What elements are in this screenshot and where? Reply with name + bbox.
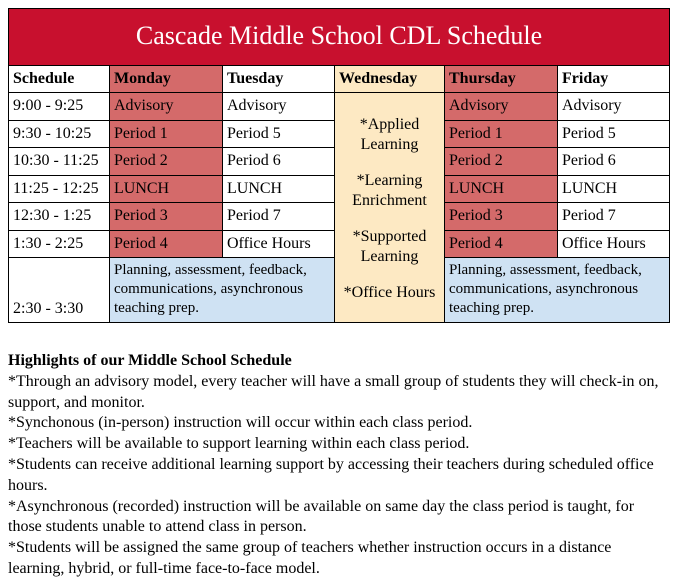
- highlights-title: Highlights of our Middle School Schedule: [8, 351, 669, 372]
- mon-cell: Period 1: [110, 120, 223, 148]
- thu-cell: Period 3: [445, 203, 558, 231]
- mon-cell: Period 2: [110, 148, 223, 176]
- highlight-item: *Synchonous (in-person) instruction will…: [8, 413, 669, 434]
- col-tuesday: Tuesday: [223, 66, 335, 93]
- header-row: Schedule Monday Tuesday Wednesday Thursd…: [9, 66, 670, 93]
- wed-item: *Supported Learning: [339, 227, 440, 267]
- schedule-table: Cascade Middle School CDL Schedule Sched…: [8, 8, 670, 323]
- fri-cell: Advisory: [558, 93, 670, 121]
- col-friday: Friday: [558, 66, 670, 93]
- tue-cell: Period 6: [223, 148, 335, 176]
- col-monday: Monday: [110, 66, 223, 93]
- time-cell: 1:30 - 2:25: [9, 230, 110, 258]
- time-cell: 10:30 - 11:25: [9, 148, 110, 176]
- wed-item: *Learning Enrichment: [339, 171, 440, 211]
- thu-cell: Period 2: [445, 148, 558, 176]
- highlight-item: *Through an advisory model, every teache…: [8, 372, 669, 414]
- tue-cell: LUNCH: [223, 175, 335, 203]
- highlight-item: *Students will be assigned the same grou…: [8, 538, 669, 580]
- wednesday-cell: *Applied Learning *Learning Enrichment *…: [335, 93, 445, 323]
- col-thursday: Thursday: [445, 66, 558, 93]
- time-cell: 9:30 - 10:25: [9, 120, 110, 148]
- planning-cell-left: Planning, assessment, feedback, communic…: [110, 258, 335, 323]
- fri-cell: Period 7: [558, 203, 670, 231]
- planning-cell-right: Planning, assessment, feedback, communic…: [445, 258, 670, 323]
- fri-cell: LUNCH: [558, 175, 670, 203]
- col-wednesday: Wednesday: [335, 66, 445, 93]
- mon-cell: Period 3: [110, 203, 223, 231]
- highlight-item: *Teachers will be available to support l…: [8, 434, 669, 455]
- table-title: Cascade Middle School CDL Schedule: [9, 9, 670, 66]
- tue-cell: Office Hours: [223, 230, 335, 258]
- title-row: Cascade Middle School CDL Schedule: [9, 9, 670, 66]
- highlight-item: *Students can receive additional learnin…: [8, 455, 669, 497]
- tue-cell: Period 5: [223, 120, 335, 148]
- fri-cell: Office Hours: [558, 230, 670, 258]
- col-schedule: Schedule: [9, 66, 110, 93]
- wed-item: *Office Hours: [339, 283, 440, 303]
- wed-item: *Applied Learning: [339, 115, 440, 155]
- highlight-item: *Asynchronous (recorded) instruction wil…: [8, 497, 669, 539]
- mon-cell: Period 4: [110, 230, 223, 258]
- highlights-section: Highlights of our Middle School Schedule…: [8, 351, 669, 580]
- time-cell: 9:00 - 9:25: [9, 93, 110, 121]
- fri-cell: Period 5: [558, 120, 670, 148]
- tue-cell: Advisory: [223, 93, 335, 121]
- thu-cell: Period 1: [445, 120, 558, 148]
- thu-cell: Advisory: [445, 93, 558, 121]
- thu-cell: Period 4: [445, 230, 558, 258]
- mon-cell: Advisory: [110, 93, 223, 121]
- thu-cell: LUNCH: [445, 175, 558, 203]
- mon-cell: LUNCH: [110, 175, 223, 203]
- table-row: 9:00 - 9:25 Advisory Advisory *Applied L…: [9, 93, 670, 121]
- time-cell: 11:25 - 12:25: [9, 175, 110, 203]
- fri-cell: Period 6: [558, 148, 670, 176]
- time-cell: 12:30 - 1:25: [9, 203, 110, 231]
- time-cell: 2:30 - 3:30: [9, 258, 110, 323]
- tue-cell: Period 7: [223, 203, 335, 231]
